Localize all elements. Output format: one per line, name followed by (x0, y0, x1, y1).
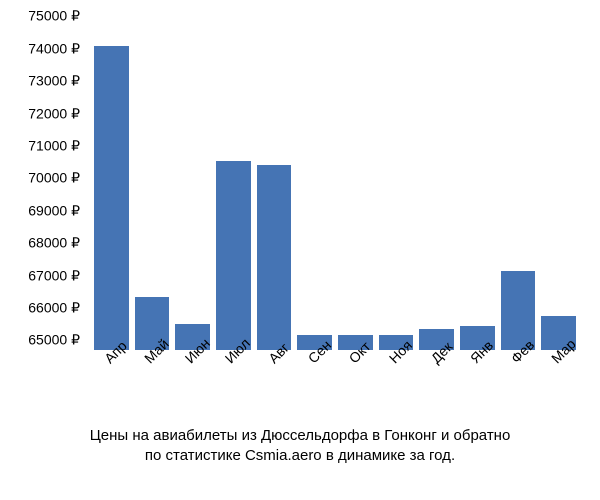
y-tick-label: 74000 ₽ (28, 40, 80, 57)
caption-line2: по статистике Csmia.aero в динамике за г… (145, 447, 455, 464)
y-tick-label: 75000 ₽ (28, 8, 80, 25)
y-tick-label: 70000 ₽ (28, 170, 80, 187)
x-tick-slot: Июл (216, 355, 251, 415)
x-tick-slot: Окт (338, 355, 373, 415)
plot-area (90, 10, 580, 350)
y-tick-label: 66000 ₽ (28, 299, 80, 316)
bar (94, 46, 129, 350)
y-tick-label: 65000 ₽ (28, 332, 80, 349)
chart-container: 75000 ₽ 74000 ₽ 73000 ₽ 72000 ₽ 71000 ₽ 70000… (0, 0, 600, 500)
x-axis: АпрМайИюнИюлАвгСенОктНояДекЯнвФевМар (90, 355, 580, 415)
bar (216, 161, 251, 350)
y-tick-label: 71000 ₽ (28, 138, 80, 155)
y-tick-label: 69000 ₽ (28, 202, 80, 219)
x-tick-slot: Дек (419, 355, 454, 415)
caption-line1: Цены на авиабилеты из Дюссельдорфа в Гон… (90, 427, 511, 444)
x-tick-slot: Авг (257, 355, 292, 415)
y-tick-label: 73000 ₽ (28, 73, 80, 90)
x-tick-slot: Мар (541, 355, 576, 415)
x-tick-slot: Ноя (379, 355, 414, 415)
bars-group (90, 10, 580, 350)
x-tick-slot: Фев (501, 355, 536, 415)
x-tick-slot: Май (135, 355, 170, 415)
chart-caption: Цены на авиабилеты из Дюссельдорфа в Гон… (0, 426, 600, 465)
bar (257, 165, 292, 350)
y-tick-label: 67000 ₽ (28, 267, 80, 284)
x-tick-slot: Янв (460, 355, 495, 415)
y-tick-label: 72000 ₽ (28, 105, 80, 122)
bar (501, 271, 536, 350)
x-tick-slot: Июн (175, 355, 210, 415)
x-tick-slot: Сен (297, 355, 332, 415)
x-tick-slot: Апр (94, 355, 129, 415)
y-tick-label: 68000 ₽ (28, 235, 80, 252)
y-axis: 75000 ₽ 74000 ₽ 73000 ₽ 72000 ₽ 71000 ₽ 70000… (0, 10, 85, 350)
